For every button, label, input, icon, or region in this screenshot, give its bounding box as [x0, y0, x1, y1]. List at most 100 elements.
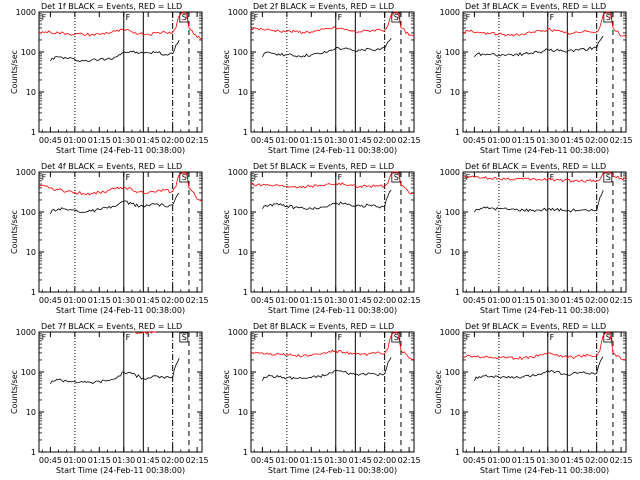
y-tick-label: 1	[243, 448, 248, 457]
flag-label: F	[338, 333, 343, 342]
panel-det-6: Det 6f BLACK = Events, RED = LLD 1 10 100 10…	[434, 162, 633, 315]
y-tick-label: 1	[31, 288, 36, 297]
x-tick-label: 00:45	[251, 296, 274, 305]
series-events	[50, 39, 180, 63]
flag-box	[603, 172, 613, 183]
x-tick-label: 01:30	[112, 136, 135, 145]
x-tick-label: 01:45	[561, 456, 584, 465]
series-lld	[462, 331, 627, 361]
x-axis-label: Start Time (24-Feb-11 00:38:00)	[480, 466, 609, 475]
flag-box	[179, 12, 189, 23]
panel-title: Det 1f BLACK = Events, RED = LLD	[41, 2, 182, 11]
y-tick-label: 1	[455, 288, 460, 297]
x-tick-label: 01:45	[137, 456, 160, 465]
flag-label: F	[550, 13, 555, 22]
series-events	[50, 358, 180, 385]
y-tick-label: 1000	[228, 168, 248, 177]
x-tick-label: 02:00	[585, 296, 608, 305]
x-tick-label: 01:30	[112, 456, 135, 465]
flag-label: F	[254, 13, 259, 22]
x-tick-label: 01:30	[324, 456, 347, 465]
y-tick-label: 100	[445, 48, 460, 57]
y-tick-label: 1000	[228, 328, 248, 337]
series-lld	[250, 11, 415, 37]
y-axis-label: Counts/sec	[10, 210, 19, 254]
x-axis-label: Start Time (24-Feb-11 00:38:00)	[56, 306, 185, 315]
x-tick-label: 02:00	[585, 136, 608, 145]
y-axis-label: Counts/sec	[10, 370, 19, 414]
x-tick-label: 00:45	[39, 136, 62, 145]
x-tick-label: 00:45	[463, 296, 486, 305]
series-lld	[133, 331, 157, 335]
x-tick-label: 01:15	[512, 456, 535, 465]
x-tick-label: 01:00	[63, 456, 86, 465]
y-tick-label: 1000	[228, 8, 248, 17]
flag-label: F	[126, 333, 131, 342]
x-axis-label: Start Time (24-Feb-11 00:38:00)	[268, 306, 397, 315]
panel-det-4: Det 4f BLACK = Events, RED = LLD 1 10 100 10…	[10, 162, 209, 315]
x-tick-label: 00:45	[39, 296, 62, 305]
panel-det-2: Det 2f BLACK = Events, RED = LLD 1 10 100 10…	[222, 2, 421, 155]
x-tick-label: 01:45	[561, 296, 584, 305]
plot-frame	[462, 331, 627, 453]
x-tick-label: 01:30	[536, 136, 559, 145]
y-axis-label: Counts/sec	[434, 50, 443, 94]
x-tick-label: 01:45	[349, 136, 372, 145]
series-events	[262, 357, 392, 382]
y-axis-label: Counts/sec	[222, 210, 231, 254]
x-tick-label: 02:15	[186, 456, 209, 465]
series-lld	[38, 171, 203, 202]
x-tick-label: 01:30	[536, 456, 559, 465]
x-tick-label: 02:00	[161, 136, 184, 145]
x-tick-label: 02:15	[186, 296, 209, 305]
x-tick-label: 01:00	[487, 296, 510, 305]
y-tick-label: 100	[233, 368, 248, 377]
plot-frame	[462, 171, 627, 293]
panel-det-1: Det 1f BLACK = Events, RED = LLD 1 10 100 10…	[10, 2, 209, 155]
plot-frame	[38, 171, 203, 293]
series-lld	[38, 11, 203, 40]
flag-label: F	[254, 333, 259, 342]
panel-title: Det 3f BLACK = Events, RED = LLD	[465, 2, 606, 11]
x-tick-label: 01:00	[487, 136, 510, 145]
x-tick-label: 02:00	[585, 456, 608, 465]
x-tick-label: 01:30	[324, 296, 347, 305]
y-tick-label: 1000	[16, 8, 36, 17]
x-tick-label: 02:15	[398, 136, 421, 145]
series-lld	[462, 171, 627, 183]
x-tick-label: 02:00	[373, 136, 396, 145]
y-tick-label: 100	[21, 48, 36, 57]
y-tick-label: 1000	[16, 168, 36, 177]
x-tick-label: 02:15	[610, 296, 633, 305]
flag-box	[179, 332, 189, 343]
panel-title: Det 7f BLACK = Events, RED = LLD	[41, 322, 182, 331]
x-tick-label: 00:45	[463, 136, 486, 145]
panel-title: Det 2f BLACK = Events, RED = LLD	[253, 2, 394, 11]
series-events	[474, 35, 604, 58]
x-tick-label: 01:45	[137, 136, 160, 145]
flag-label: S	[182, 13, 187, 22]
x-tick-label: 01:15	[88, 456, 111, 465]
y-tick-label: 10	[450, 88, 460, 97]
x-tick-label: 01:00	[275, 296, 298, 305]
plot-frame	[250, 331, 415, 453]
x-tick-label: 01:00	[63, 136, 86, 145]
panel-title: Det 5f BLACK = Events, RED = LLD	[253, 162, 394, 171]
plot-frame	[462, 11, 627, 133]
y-tick-label: 10	[450, 408, 460, 417]
series-events	[474, 190, 604, 213]
y-axis-label: Counts/sec	[222, 370, 231, 414]
y-tick-label: 1000	[440, 168, 460, 177]
flag-label: F	[126, 13, 131, 22]
x-axis-label: Start Time (24-Feb-11 00:38:00)	[268, 146, 397, 155]
x-tick-label: 00:45	[251, 456, 274, 465]
panel-det-3: Det 3f BLACK = Events, RED = LLD 1 10 100 10…	[434, 2, 633, 155]
x-axis-label: Start Time (24-Feb-11 00:38:00)	[56, 146, 185, 155]
x-tick-label: 02:15	[186, 136, 209, 145]
series-lld	[250, 171, 414, 195]
x-tick-label: 02:15	[610, 136, 633, 145]
flag-box	[391, 332, 401, 343]
y-tick-label: 1	[243, 128, 248, 137]
panel-det-7: Det 7f BLACK = Events, RED = LLD 1 10 100 10…	[10, 322, 209, 475]
x-axis-label: Start Time (24-Feb-11 00:38:00)	[480, 306, 609, 315]
